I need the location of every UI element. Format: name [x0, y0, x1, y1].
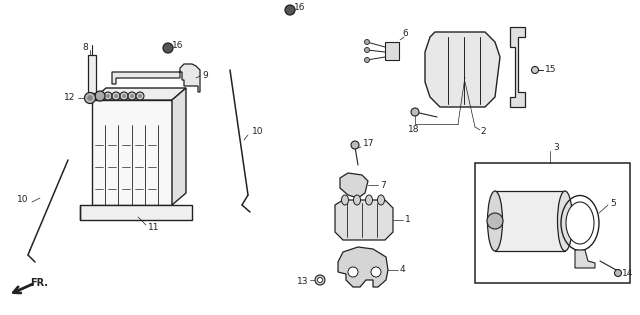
Ellipse shape [353, 195, 360, 205]
Ellipse shape [566, 202, 594, 244]
Ellipse shape [378, 195, 385, 205]
Polygon shape [172, 88, 186, 205]
Circle shape [96, 92, 104, 100]
Circle shape [411, 108, 419, 116]
Ellipse shape [342, 195, 349, 205]
Circle shape [99, 94, 102, 98]
Polygon shape [112, 64, 200, 92]
Text: 2: 2 [480, 128, 486, 136]
Ellipse shape [365, 195, 372, 205]
Text: 3: 3 [553, 144, 559, 152]
Circle shape [120, 92, 128, 100]
Text: 4: 4 [400, 266, 406, 274]
Circle shape [138, 94, 141, 98]
Circle shape [128, 92, 136, 100]
Text: 14: 14 [622, 268, 634, 278]
Bar [88, 55, 96, 93]
Polygon shape [340, 173, 368, 198]
Circle shape [112, 92, 120, 100]
Text: 6: 6 [402, 30, 408, 38]
Circle shape [487, 213, 503, 229]
Polygon shape [425, 32, 500, 107]
Text: 16: 16 [172, 41, 184, 49]
Text: FR.: FR. [30, 278, 48, 288]
Circle shape [285, 5, 295, 15]
Circle shape [88, 95, 93, 100]
Circle shape [365, 58, 369, 62]
Text: 13: 13 [296, 278, 308, 287]
Ellipse shape [557, 191, 573, 251]
Polygon shape [335, 200, 393, 240]
Circle shape [84, 93, 95, 104]
Circle shape [163, 43, 173, 53]
Circle shape [104, 92, 112, 100]
Bar [495, 191, 565, 251]
Polygon shape [80, 205, 192, 220]
Circle shape [348, 267, 358, 277]
Circle shape [122, 94, 125, 98]
Text: 10: 10 [252, 128, 264, 136]
Circle shape [371, 267, 381, 277]
Circle shape [365, 39, 369, 44]
Text: 16: 16 [294, 3, 305, 12]
Circle shape [131, 94, 134, 98]
Text: 17: 17 [363, 139, 374, 147]
Polygon shape [510, 27, 525, 107]
Bar [92, 100, 172, 205]
Text: 1: 1 [405, 215, 411, 225]
Polygon shape [338, 247, 388, 287]
Circle shape [365, 48, 369, 53]
Text: 15: 15 [545, 66, 557, 75]
Text: 7: 7 [380, 180, 386, 190]
Text: 18: 18 [408, 125, 419, 135]
Circle shape [115, 94, 118, 98]
Ellipse shape [488, 191, 502, 251]
Text: 12: 12 [63, 94, 75, 102]
Circle shape [106, 94, 109, 98]
Text: 5: 5 [610, 198, 616, 208]
Circle shape [614, 270, 621, 277]
Text: 11: 11 [148, 222, 159, 232]
Polygon shape [92, 88, 186, 100]
Circle shape [315, 275, 325, 285]
Circle shape [95, 91, 105, 101]
Text: 8: 8 [83, 43, 88, 53]
Circle shape [136, 92, 144, 100]
Text: 9: 9 [202, 71, 208, 79]
Bar [385, 42, 399, 60]
Circle shape [351, 141, 359, 149]
Text: 10: 10 [17, 196, 28, 204]
Circle shape [317, 278, 323, 283]
Circle shape [531, 66, 538, 73]
Polygon shape [575, 250, 595, 268]
Bar [475, 163, 630, 283]
